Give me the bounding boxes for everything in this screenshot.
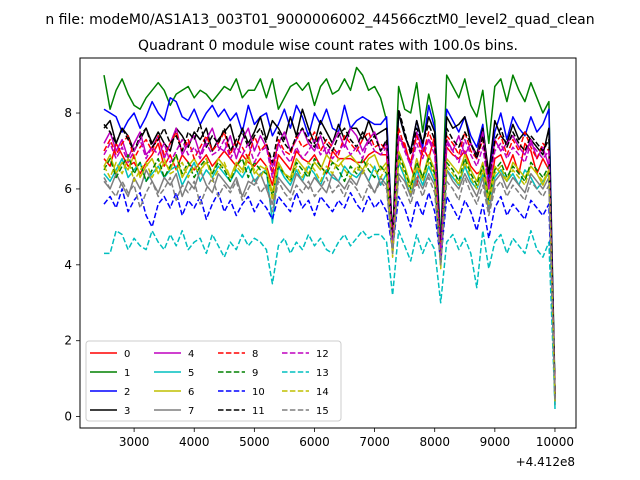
chart-title: Quadrant 0 module wise count rates with …	[138, 38, 518, 54]
x-tick-label: 9000	[480, 435, 511, 449]
series-line-15	[103, 176, 556, 402]
legend-label-2: 2	[124, 387, 130, 398]
x-tick-label: 6000	[299, 435, 330, 449]
x-tick-label: 3000	[119, 435, 150, 449]
legend-label-14: 14	[316, 387, 329, 398]
legend-label-5: 5	[188, 368, 194, 379]
series-line-3	[103, 108, 556, 394]
plot-area	[79, 57, 577, 429]
x-tick-label: 7000	[359, 435, 390, 449]
x-tick-label: 4000	[179, 435, 210, 449]
series-line-1	[103, 66, 556, 391]
legend-label-1: 1	[124, 368, 130, 379]
legend-box	[85, 340, 342, 422]
legend-label-7: 7	[188, 406, 194, 417]
series-line-2	[103, 97, 556, 398]
axes-frame	[79, 57, 577, 429]
series-line-9	[103, 154, 556, 398]
legend-label-9: 9	[252, 368, 258, 379]
legend-label-12: 12	[316, 349, 329, 360]
series-line-8	[103, 127, 556, 394]
legend-label-0: 0	[124, 349, 130, 360]
series-line-11	[103, 108, 556, 394]
series-line-14	[103, 157, 556, 402]
legend-label-3: 3	[124, 406, 130, 417]
legend-label-15: 15	[316, 406, 329, 417]
x-axis-offset-text: +4.412e8	[516, 455, 575, 469]
legend-label-8: 8	[252, 349, 258, 360]
x-axis: 3000 4000 5000 6000 7000 8000 9000 10000	[119, 428, 574, 449]
legend-label-4: 4	[188, 349, 194, 360]
series-line-12	[103, 135, 556, 398]
legend-label-10: 10	[252, 387, 265, 398]
y-tick-label: 8	[64, 106, 72, 120]
figure-suptitle: n file: modeM0/AS1A13_003T01_9000006002_…	[45, 12, 594, 28]
x-tick-label: 10000	[536, 435, 574, 449]
y-axis: 0 2 4 6 8	[64, 106, 80, 424]
y-tick-label: 4	[64, 258, 72, 272]
y-tick-label: 2	[64, 334, 72, 348]
x-tick-label: 5000	[239, 435, 270, 449]
series-line-13	[104, 229, 556, 406]
legend-label-13: 13	[316, 368, 329, 379]
series-line-10	[103, 188, 556, 402]
legend-label-11: 11	[252, 406, 265, 417]
y-tick-label: 6	[64, 182, 72, 196]
x-tick-label: 8000	[419, 435, 450, 449]
series-line-7	[103, 169, 556, 402]
y-tick-label: 0	[64, 410, 72, 424]
legend-label-6: 6	[188, 387, 194, 398]
series-layer	[103, 66, 556, 410]
